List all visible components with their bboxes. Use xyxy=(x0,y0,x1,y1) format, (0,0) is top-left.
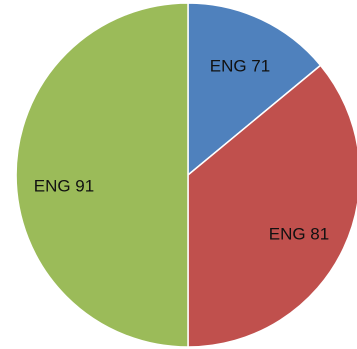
data-label-eng-81: ENG 81 xyxy=(269,224,329,243)
pie-slice-eng-71 xyxy=(187,2,322,177)
pie-slice-eng-91 xyxy=(15,2,189,348)
data-label-eng-71: ENG 71 xyxy=(210,56,270,75)
data-label-eng-91: ENG 91 xyxy=(34,176,94,195)
pie-slice-eng-81 xyxy=(187,64,357,348)
